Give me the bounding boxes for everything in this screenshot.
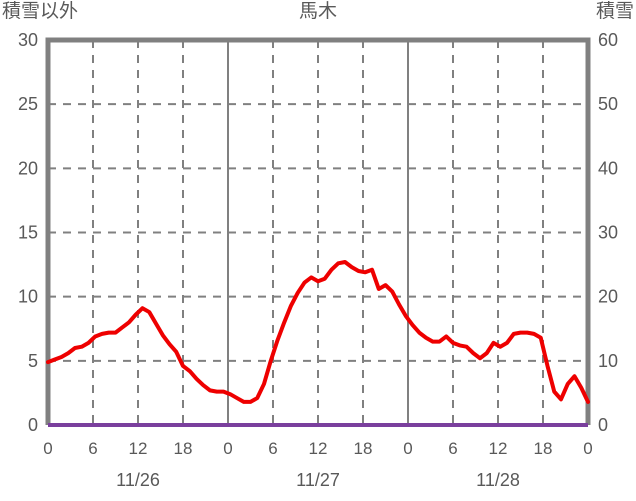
x-axis-hour-labels: 0 6 12 18 0 6 12 18 0 6 12 18 0 <box>43 439 592 458</box>
hour-tick-0: 0 <box>43 439 52 458</box>
right-axis-tick-labels: 0 10 20 30 40 50 60 <box>598 30 618 435</box>
plot-frame <box>45 37 591 425</box>
right-tick-30: 30 <box>598 223 618 243</box>
left-tick-25: 25 <box>18 94 38 114</box>
hour-tick-4: 0 <box>223 439 232 458</box>
right-tick-20: 20 <box>598 287 618 307</box>
left-axis-tick-labels: 0 5 10 15 20 25 30 <box>18 30 38 435</box>
series-precip-line <box>46 260 590 404</box>
hour-tick-7: 18 <box>354 439 373 458</box>
day-label-11-28: 11/28 <box>476 470 520 490</box>
left-tick-0: 0 <box>28 415 38 435</box>
left-tick-5: 5 <box>28 351 38 371</box>
left-tick-10: 10 <box>18 287 38 307</box>
hour-tick-8: 0 <box>403 439 412 458</box>
day-divider-lines <box>227 40 409 425</box>
day-label-11-27: 11/27 <box>296 470 340 490</box>
hour-tick-2: 12 <box>129 439 148 458</box>
left-tick-15: 15 <box>18 223 38 243</box>
left-tick-30: 30 <box>18 30 38 50</box>
right-tick-40: 40 <box>598 158 618 178</box>
hour-tick-1: 6 <box>88 439 97 458</box>
hour-tick-9: 6 <box>448 439 457 458</box>
x-axis-day-labels: 11/26 11/27 11/28 <box>116 470 520 490</box>
hour-tick-5: 6 <box>268 439 277 458</box>
hour-tick-11: 18 <box>534 439 553 458</box>
right-tick-10: 10 <box>598 351 618 371</box>
right-tick-50: 50 <box>598 94 618 114</box>
right-tick-0: 0 <box>598 415 608 435</box>
hour-tick-6: 12 <box>309 439 328 458</box>
hour-tick-12: 0 <box>583 439 592 458</box>
day-label-11-26: 11/26 <box>116 470 160 490</box>
hour-tick-3: 18 <box>174 439 193 458</box>
grid-lines <box>48 40 588 425</box>
left-tick-20: 20 <box>18 158 38 178</box>
left-axis-title: 積雪以外 <box>2 1 79 22</box>
right-axis-title: 積雪 <box>595 1 634 22</box>
chart-title: 馬木 <box>298 1 337 22</box>
right-tick-60: 60 <box>598 30 618 50</box>
hour-tick-10: 12 <box>489 439 508 458</box>
